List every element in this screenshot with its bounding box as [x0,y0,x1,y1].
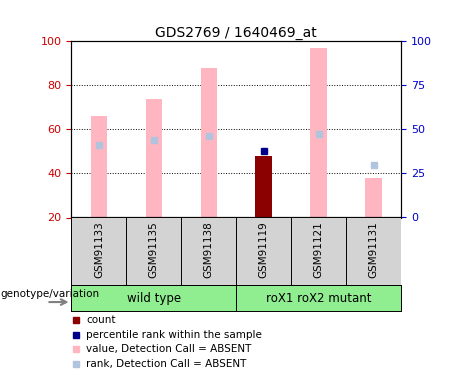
Title: GDS2769 / 1640469_at: GDS2769 / 1640469_at [155,26,317,40]
Text: value, Detection Call = ABSENT: value, Detection Call = ABSENT [86,345,252,354]
Text: genotype/variation: genotype/variation [0,290,99,299]
Bar [255,156,272,218]
Bar [71,285,236,311]
Bar [366,178,382,218]
Text: wild type: wild type [127,292,181,304]
Bar [201,68,217,218]
Text: GSM91121: GSM91121 [313,221,324,278]
Text: count: count [86,315,116,326]
Text: GSM91133: GSM91133 [94,221,104,278]
Text: rank, Detection Call = ABSENT: rank, Detection Call = ABSENT [86,359,247,369]
Bar [310,48,327,217]
Bar [146,99,162,218]
Text: GSM91131: GSM91131 [369,221,378,278]
Bar [91,116,107,218]
Text: GSM91138: GSM91138 [204,221,214,278]
Text: GSM91119: GSM91119 [259,221,269,278]
Bar [236,285,401,311]
Text: GSM91135: GSM91135 [149,221,159,278]
Text: percentile rank within the sample: percentile rank within the sample [86,330,262,340]
Text: roX1 roX2 mutant: roX1 roX2 mutant [266,292,372,304]
